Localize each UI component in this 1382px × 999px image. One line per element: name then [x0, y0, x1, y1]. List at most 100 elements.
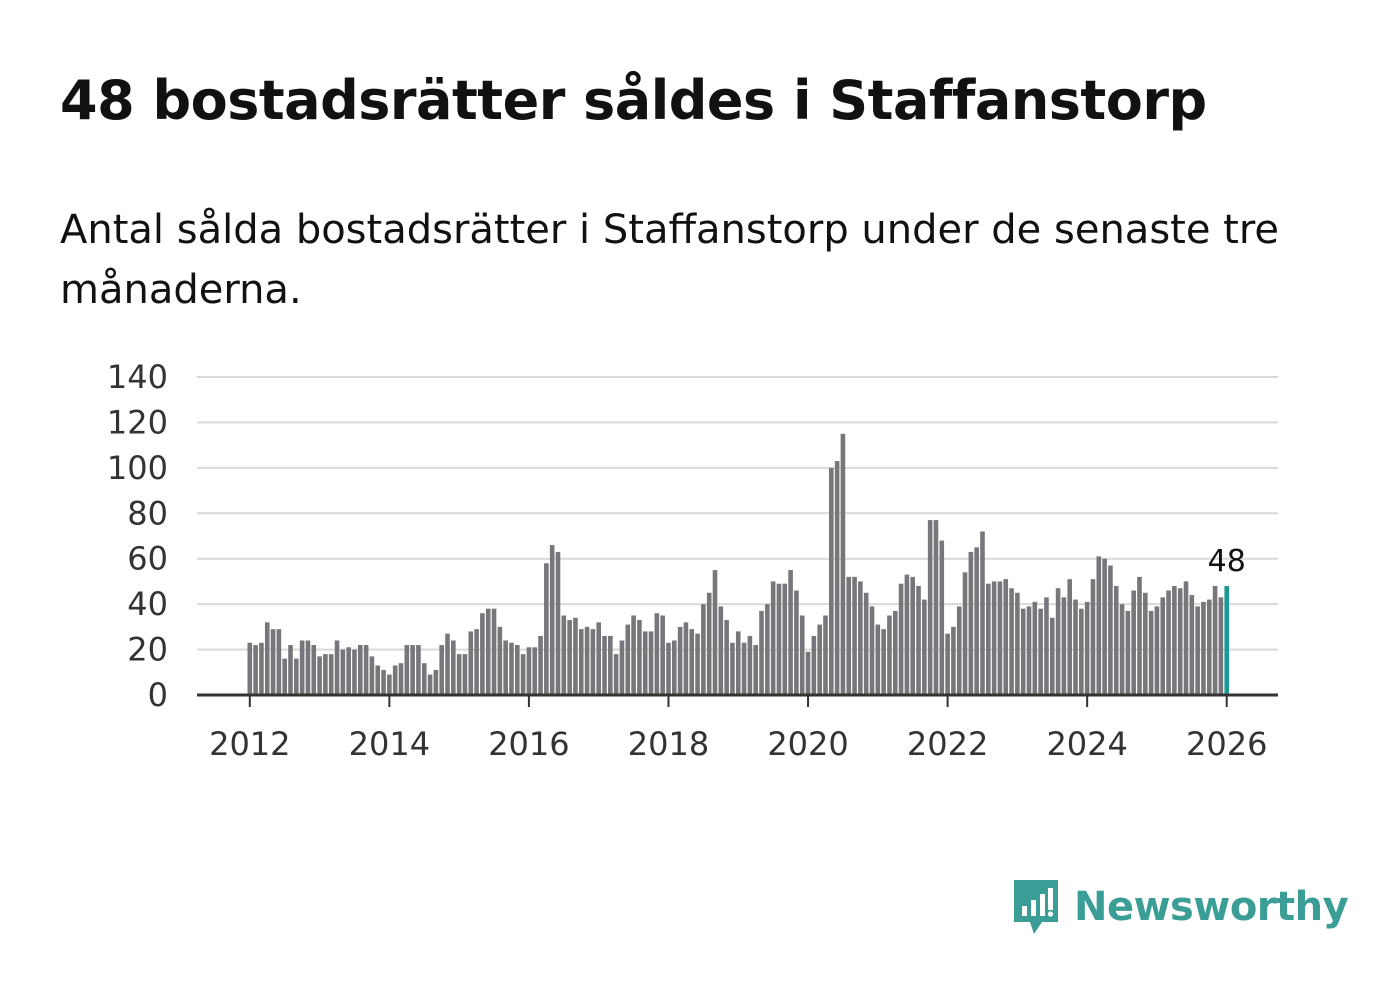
bar	[352, 649, 357, 695]
bar	[782, 583, 788, 695]
bar	[631, 615, 636, 695]
bar	[1015, 592, 1020, 695]
bar	[986, 583, 991, 695]
bar	[416, 645, 421, 695]
bar	[625, 624, 631, 695]
bar	[753, 645, 759, 695]
bar	[404, 645, 410, 695]
bar	[1172, 585, 1177, 695]
bar	[770, 581, 776, 695]
bar	[648, 631, 654, 695]
bar	[1201, 601, 1206, 695]
bar	[1137, 576, 1142, 695]
bar	[491, 608, 497, 695]
bar	[387, 674, 392, 695]
bar	[1020, 608, 1026, 695]
bar	[544, 563, 549, 695]
bar	[526, 647, 532, 695]
bar	[259, 642, 264, 695]
bar	[1212, 585, 1218, 695]
bar	[689, 629, 695, 695]
bars	[247, 433, 1230, 695]
x-tick-label: 2012	[209, 725, 290, 763]
bar	[398, 663, 404, 695]
y-tick-label: 40	[127, 585, 168, 623]
bar	[991, 581, 997, 695]
bar	[945, 633, 950, 695]
bar	[503, 640, 508, 695]
bar	[852, 576, 857, 695]
bar	[840, 433, 846, 695]
bar	[468, 631, 474, 695]
bar	[1166, 590, 1171, 695]
bar	[1143, 592, 1148, 695]
bar	[951, 626, 956, 695]
bar	[1189, 595, 1195, 695]
bar	[642, 631, 648, 695]
bar	[660, 615, 665, 695]
bar	[910, 576, 916, 695]
bar	[922, 599, 927, 695]
bar	[1084, 601, 1090, 695]
bar	[1049, 617, 1055, 695]
bar	[590, 629, 596, 695]
bar	[1096, 556, 1102, 695]
newsworthy-wordmark: Newsworthy	[1074, 884, 1349, 930]
bar	[1079, 608, 1084, 695]
bar	[410, 645, 415, 695]
bar	[747, 635, 753, 695]
bar	[427, 674, 433, 695]
bar	[439, 645, 444, 695]
x-tick-label: 2020	[767, 725, 848, 763]
x-axis-ticks: 2012 2014 2016 2018 2020 2022 2024 2026	[209, 695, 1267, 763]
bar	[608, 635, 613, 695]
chart-title: 48 bostadsrätter såldes i Staffanstorp	[60, 69, 1207, 132]
bar	[858, 581, 863, 695]
bar	[346, 647, 351, 695]
bar	[1108, 565, 1113, 695]
bar	[509, 642, 514, 695]
bar	[741, 642, 747, 695]
bar	[927, 520, 933, 695]
bar	[578, 629, 584, 695]
bar	[637, 620, 642, 695]
bar	[1044, 597, 1049, 695]
bar	[1032, 601, 1038, 695]
bar	[317, 656, 322, 695]
bar	[962, 572, 968, 695]
chart-subtitle: Antal sålda bostadsrätter i Staffanstorp…	[60, 207, 1280, 313]
bar	[357, 645, 363, 695]
bar	[1183, 581, 1189, 695]
bar	[881, 629, 886, 695]
bar	[759, 610, 764, 695]
bar-highlight	[1224, 585, 1230, 695]
y-tick-label: 120	[107, 403, 168, 441]
newsworthy-logo[interactable]: Newsworthy	[1010, 876, 1349, 938]
bar	[811, 635, 817, 695]
bar	[939, 540, 945, 695]
bar	[875, 624, 881, 695]
bar	[514, 645, 520, 695]
y-tick-label: 80	[127, 494, 168, 532]
bar	[375, 665, 381, 695]
bar	[1119, 604, 1125, 695]
bar	[1113, 585, 1119, 695]
bar	[968, 551, 974, 695]
bar	[480, 613, 485, 695]
bar	[311, 645, 317, 695]
bar	[485, 608, 491, 695]
bar	[974, 547, 979, 695]
bar	[817, 624, 822, 695]
bar	[1026, 606, 1032, 695]
bar	[602, 635, 607, 695]
bar	[573, 617, 578, 695]
bar	[561, 615, 567, 695]
bar	[445, 633, 450, 695]
bar	[1073, 599, 1078, 695]
bar	[724, 620, 729, 695]
bar	[701, 604, 706, 695]
bar	[305, 640, 311, 695]
x-tick-label: 2024	[1046, 725, 1127, 763]
bar	[392, 665, 398, 695]
bar	[1125, 610, 1131, 695]
